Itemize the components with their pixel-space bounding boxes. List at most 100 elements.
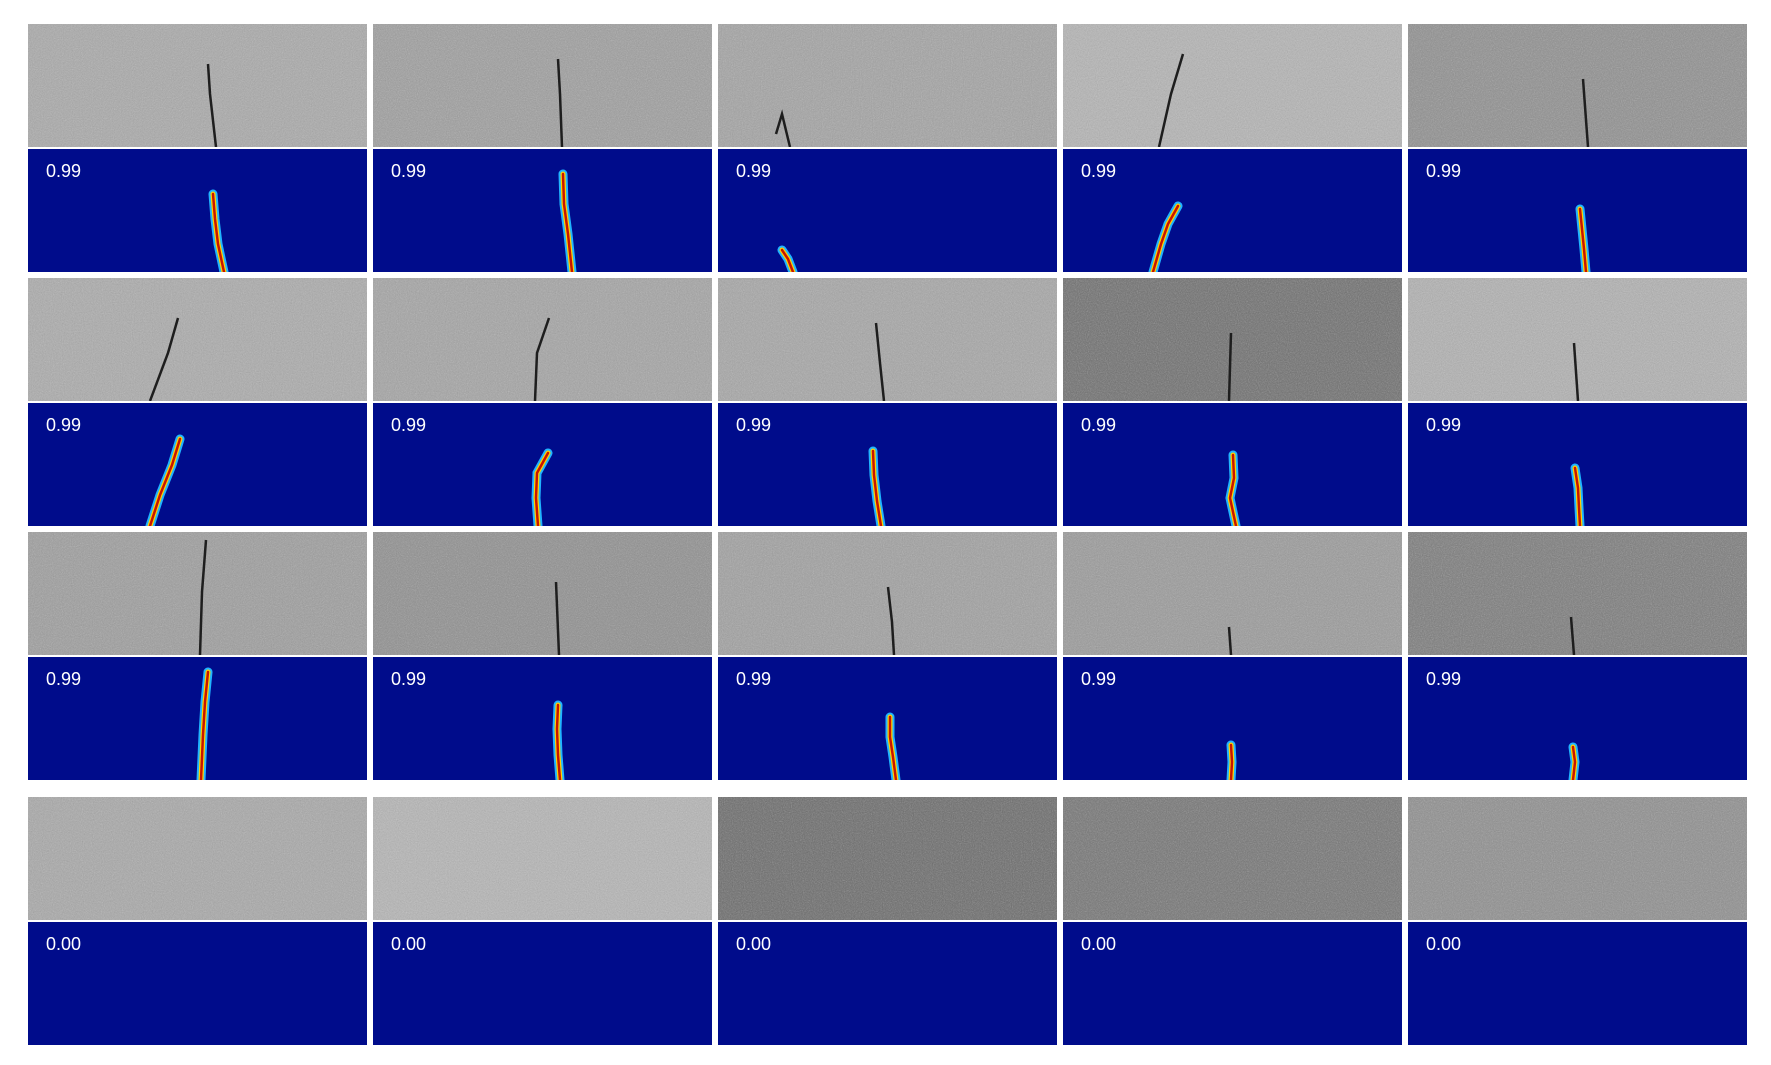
input-patch bbox=[718, 797, 1057, 920]
sample-cell: 0.99 bbox=[373, 278, 712, 526]
confidence-score: 0.00 bbox=[46, 934, 82, 954]
sample-cell: 0.99 bbox=[1063, 24, 1402, 272]
confidence-score: 0.99 bbox=[736, 669, 772, 689]
sample-cell: 0.99 bbox=[1408, 278, 1747, 526]
heatmap-panel: 0.99 bbox=[28, 149, 367, 272]
input-patch bbox=[718, 278, 1057, 401]
heatmap-panel: 0.99 bbox=[718, 149, 1057, 272]
heatmap-panel: 0.99 bbox=[1408, 657, 1747, 780]
input-patch bbox=[1063, 797, 1402, 920]
input-patch bbox=[28, 24, 367, 147]
heatmap-panel: 0.00 bbox=[1408, 922, 1747, 1045]
input-patch bbox=[28, 532, 367, 655]
heatmap-panel: 0.00 bbox=[718, 922, 1057, 1045]
sample-cell: 0.99 bbox=[28, 532, 367, 780]
confidence-score: 0.99 bbox=[1081, 415, 1117, 435]
input-patch bbox=[1063, 532, 1402, 655]
heatmap-panel: 0.00 bbox=[28, 922, 367, 1045]
heatmap-overlay bbox=[531, 448, 553, 526]
confidence-score: 0.99 bbox=[1426, 161, 1462, 181]
sample-row: 0.00 0.00 0.00 0.00 0.00 bbox=[28, 797, 1748, 1045]
confidence-score: 0.99 bbox=[1081, 669, 1117, 689]
heatmap-panel: 0.99 bbox=[1063, 403, 1402, 526]
sample-cell: 0.99 bbox=[373, 24, 712, 272]
confidence-score: 0.99 bbox=[391, 669, 427, 689]
heatmap-overlay bbox=[552, 700, 565, 780]
sample-cell: 0.99 bbox=[718, 24, 1057, 272]
confidence-score: 0.00 bbox=[736, 934, 772, 954]
heatmap-overlay bbox=[1148, 201, 1183, 272]
sample-cell: 0.99 bbox=[373, 532, 712, 780]
confidence-score: 0.99 bbox=[46, 669, 82, 689]
sample-grid: 0.99 0.99 0.99 0.99 0.99 0.99 0.99 0.99 0.99 0.99… bbox=[28, 24, 1748, 1051]
heatmap-panel: 0.99 bbox=[1063, 149, 1402, 272]
input-patch bbox=[373, 797, 712, 920]
sample-cell: 0.99 bbox=[1408, 532, 1747, 780]
heatmap-panel: 0.99 bbox=[373, 657, 712, 780]
input-patch bbox=[718, 24, 1057, 147]
confidence-score: 0.99 bbox=[736, 415, 772, 435]
heatmap-overlay bbox=[885, 712, 901, 780]
input-patch bbox=[373, 24, 712, 147]
heatmap-overlay bbox=[777, 245, 798, 272]
heatmap-panel: 0.99 bbox=[1063, 657, 1402, 780]
sample-cell: 0.00 bbox=[1408, 797, 1747, 1045]
heatmap-panel: 0.99 bbox=[28, 403, 367, 526]
confidence-score: 0.99 bbox=[736, 161, 772, 181]
sample-cell: 0.99 bbox=[1063, 532, 1402, 780]
input-patch bbox=[718, 532, 1057, 655]
heatmap-panel: 0.99 bbox=[373, 149, 712, 272]
sample-row: 0.99 0.99 0.99 0.99 0.99 bbox=[28, 24, 1748, 272]
heatmap-overlay bbox=[1226, 740, 1237, 780]
heatmap-panel: 0.99 bbox=[718, 657, 1057, 780]
heatmap-panel: 0.00 bbox=[373, 922, 712, 1045]
heatmap-overlay bbox=[1575, 204, 1591, 272]
sample-cell: 0.99 bbox=[28, 24, 367, 272]
confidence-score: 0.99 bbox=[1081, 161, 1117, 181]
sample-cell: 0.99 bbox=[718, 278, 1057, 526]
input-patch bbox=[1408, 24, 1747, 147]
input-patch bbox=[1408, 278, 1747, 401]
input-patch bbox=[28, 797, 367, 920]
confidence-score: 0.99 bbox=[1426, 669, 1462, 689]
sample-row: 0.99 0.99 0.99 0.99 0.99 bbox=[28, 278, 1748, 526]
confidence-score: 0.99 bbox=[391, 161, 427, 181]
input-patch bbox=[373, 532, 712, 655]
heatmap-overlay bbox=[1225, 450, 1241, 526]
sample-cell: 0.00 bbox=[373, 797, 712, 1045]
confidence-score: 0.99 bbox=[46, 161, 82, 181]
heatmap-overlay bbox=[1568, 742, 1580, 780]
heatmap-overlay bbox=[868, 446, 886, 526]
heatmap-overlay bbox=[208, 189, 229, 272]
input-patch bbox=[1063, 278, 1402, 401]
heatmap-panel: 0.99 bbox=[718, 403, 1057, 526]
heatmap-panel: 0.99 bbox=[1408, 149, 1747, 272]
sample-cell: 0.00 bbox=[28, 797, 367, 1045]
heatmap-overlay bbox=[558, 169, 577, 272]
input-patch bbox=[28, 278, 367, 401]
input-patch bbox=[373, 278, 712, 401]
input-patch bbox=[1063, 24, 1402, 147]
sample-cell: 0.00 bbox=[1063, 797, 1402, 1045]
input-patch bbox=[1408, 797, 1747, 920]
heatmap-overlay bbox=[1570, 463, 1585, 526]
input-patch bbox=[1408, 532, 1747, 655]
sample-row: 0.99 0.99 0.99 0.99 0.99 bbox=[28, 532, 1748, 780]
sample-cell: 0.99 bbox=[718, 532, 1057, 780]
heatmap-panel: 0.00 bbox=[1063, 922, 1402, 1045]
sample-cell: 0.00 bbox=[718, 797, 1057, 1045]
heatmap-overlay bbox=[145, 434, 185, 526]
confidence-score: 0.00 bbox=[391, 934, 427, 954]
confidence-score: 0.99 bbox=[391, 415, 427, 435]
heatmap-panel: 0.99 bbox=[373, 403, 712, 526]
confidence-score: 0.00 bbox=[1081, 934, 1117, 954]
heatmap-panel: 0.99 bbox=[1408, 403, 1747, 526]
heatmap-overlay bbox=[196, 667, 213, 780]
sample-cell: 0.99 bbox=[1408, 24, 1747, 272]
heatmap-panel: 0.99 bbox=[28, 657, 367, 780]
sample-cell: 0.99 bbox=[28, 278, 367, 526]
confidence-score: 0.99 bbox=[1426, 415, 1462, 435]
confidence-score: 0.00 bbox=[1426, 934, 1462, 954]
sample-cell: 0.99 bbox=[1063, 278, 1402, 526]
confidence-score: 0.99 bbox=[46, 415, 82, 435]
